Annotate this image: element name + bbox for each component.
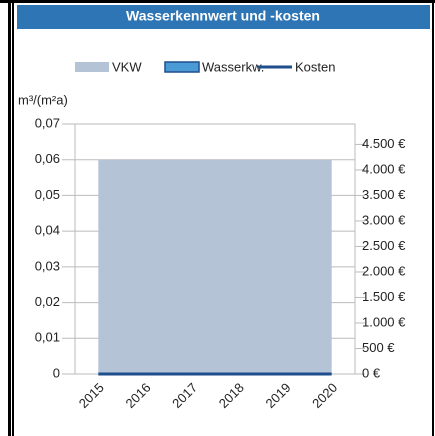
y2-tick-label: 3.000 € [362,212,406,227]
y2-tick-label: 4.000 € [362,161,406,176]
y2-tick-label: 1.000 € [362,314,406,329]
x-tick-label: 2018 [216,380,247,411]
y2-tick-label: 1.500 € [362,289,406,304]
y-tick-label: 0,05 [35,187,60,202]
left-panel-border [8,0,11,436]
x-tick-label: 2020 [309,380,340,411]
x-tick-label: 2015 [76,380,107,411]
legend-label: Kosten [295,59,335,74]
y-tick-label: 0,04 [35,223,60,238]
y2-tick-label: 4.500 € [362,136,406,151]
x-tick-label: 2017 [169,380,200,411]
area [98,159,332,374]
y2-tick-label: 2.000 € [362,263,406,278]
panel-border [12,1,434,436]
legend-swatch [164,61,200,73]
y2-tick-label: 3.500 € [362,187,406,202]
title-bar [17,5,430,29]
y-axis-label: m³/(m²a) [18,92,68,107]
x-tick-label: 2019 [262,380,293,411]
legend-label: Wasserkw. [202,59,264,74]
y2-tick-label: 2.500 € [362,238,406,253]
y-tick-label: 0,07 [35,115,60,130]
chart-title: Wasserkennwert und -kosten [126,8,320,24]
y-tick-label: 0,01 [35,330,60,345]
y2-tick-label: 500 € [362,340,395,355]
y-tick-label: 0,03 [35,258,60,273]
legend-label: VKW [112,59,142,74]
y-tick-label: 0,02 [35,294,60,309]
y-tick-label: 0 [53,365,60,380]
legend-swatch [75,62,109,72]
y-tick-label: 0,06 [35,151,60,166]
x-tick-label: 2016 [122,380,153,411]
y2-tick-label: 0 € [362,365,381,380]
